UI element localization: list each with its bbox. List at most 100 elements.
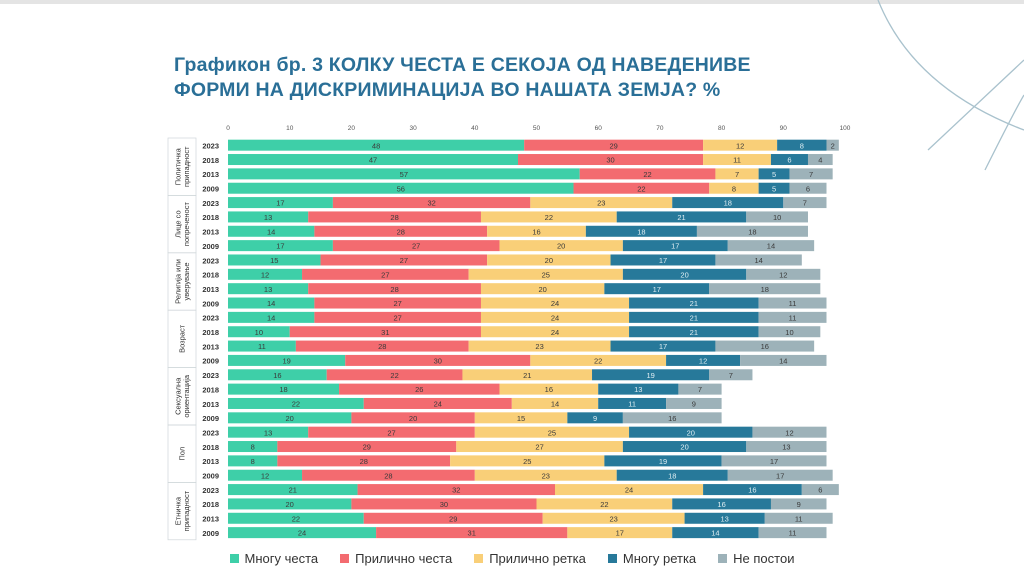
data-label: 16 <box>668 414 676 423</box>
data-label: 2 <box>831 141 835 150</box>
bar-segment <box>228 455 278 467</box>
data-label: 12 <box>785 428 793 437</box>
bar-segment <box>289 326 481 338</box>
data-label: 30 <box>606 156 614 165</box>
bar-segment <box>517 154 704 166</box>
bar-segment <box>746 268 821 280</box>
bar-segment <box>610 254 716 266</box>
bar-segment <box>567 412 623 424</box>
legend-swatch <box>340 554 350 563</box>
bar-segment <box>555 484 704 496</box>
bar-segment <box>622 240 728 252</box>
bar-segment <box>228 297 315 309</box>
data-label: 20 <box>680 270 688 279</box>
year-label: 2009 <box>202 529 219 538</box>
data-label: 10 <box>785 328 793 337</box>
data-label: 13 <box>634 385 642 394</box>
data-label: 21 <box>690 299 698 308</box>
bar-segment <box>487 254 611 266</box>
year-label: 2018 <box>202 156 219 165</box>
data-label: 24 <box>625 486 633 495</box>
data-label: 15 <box>517 414 525 423</box>
bar-segment <box>480 326 630 338</box>
data-label: 14 <box>267 227 275 236</box>
data-label: 23 <box>609 514 617 523</box>
legend-swatch <box>607 554 617 563</box>
bar-segment <box>777 139 827 151</box>
data-label: 27 <box>400 256 408 265</box>
data-label: 17 <box>770 457 778 466</box>
data-label: 17 <box>659 342 667 351</box>
chart-title: Графикон бр. 3 КОЛКУ ЧЕСТА Е СЕКОЈА ОД Н… <box>174 53 894 103</box>
bar-segment <box>228 311 315 323</box>
data-label: 14 <box>754 256 762 265</box>
data-label: 24 <box>551 299 559 308</box>
year-label: 2009 <box>202 185 219 194</box>
bar-segment <box>622 412 722 424</box>
bar-segment <box>499 240 623 252</box>
data-label: 11 <box>789 299 797 308</box>
bar-segment <box>752 426 827 438</box>
year-label: 2009 <box>202 242 219 251</box>
bar-segment <box>228 469 303 481</box>
data-label: 7 <box>729 371 733 380</box>
data-label: 17 <box>653 285 661 294</box>
data-label: 6 <box>806 184 810 193</box>
data-label: 21 <box>690 313 698 322</box>
bar-segment <box>228 426 309 438</box>
bar-segment <box>480 211 617 223</box>
data-label: 11 <box>789 529 797 538</box>
data-label: 20 <box>680 443 688 452</box>
bar-segment <box>363 397 512 409</box>
data-label: 11 <box>795 514 803 523</box>
data-label: 20 <box>538 285 546 294</box>
data-label: 22 <box>390 371 398 380</box>
bar-segment <box>277 455 451 467</box>
data-label: 18 <box>761 285 769 294</box>
data-label: 13 <box>264 213 272 222</box>
data-label: 8 <box>251 443 255 452</box>
data-label: 29 <box>363 443 371 452</box>
bar-segment <box>709 283 821 295</box>
data-label: 14 <box>711 529 719 538</box>
data-label: 28 <box>384 471 392 480</box>
year-label: 2018 <box>202 443 219 452</box>
year-label: 2013 <box>202 342 219 351</box>
bar-segment <box>228 154 518 166</box>
bar-segment <box>807 154 833 166</box>
data-label: 8 <box>732 184 736 193</box>
legend-label: Многу честа <box>244 551 319 566</box>
bar-segment <box>228 340 296 352</box>
data-label: 20 <box>557 242 565 251</box>
year-label: 2009 <box>202 299 219 308</box>
year-label: 2023 <box>202 486 219 495</box>
legend-label: Многу ретка <box>622 551 697 566</box>
bar-segment <box>579 168 716 180</box>
bar-segment <box>320 254 488 266</box>
bar-segment <box>228 197 333 209</box>
bar-segment <box>228 527 377 539</box>
group-label: Лице со <box>173 210 182 238</box>
year-label: 2018 <box>202 500 219 509</box>
bar-segment <box>351 412 475 424</box>
bar-segment <box>783 197 827 209</box>
bar-segment <box>487 225 586 237</box>
bar-segment <box>228 412 352 424</box>
bar-segment <box>228 268 303 280</box>
bar-segment <box>228 283 309 295</box>
bar-segment <box>228 484 358 496</box>
bar-segment <box>480 311 630 323</box>
year-label: 2018 <box>202 271 219 280</box>
data-label: 16 <box>761 342 769 351</box>
bar-segment <box>524 139 704 151</box>
x-tick-label: 60 <box>595 125 603 132</box>
data-label: 13 <box>782 443 790 452</box>
group-label: уверување <box>182 263 191 301</box>
bar-segment <box>758 297 827 309</box>
data-label: 23 <box>597 199 605 208</box>
bar-segment <box>629 297 759 309</box>
legend-item: Многу честа <box>229 551 319 566</box>
year-label: 2018 <box>202 385 219 394</box>
